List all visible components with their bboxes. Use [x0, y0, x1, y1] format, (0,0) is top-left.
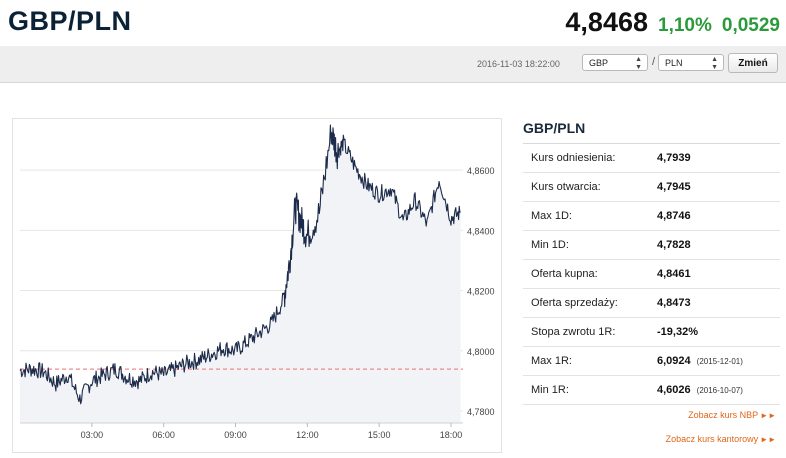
row-value: 4,7939: [657, 152, 691, 164]
page-title: GBP/PLN: [8, 6, 132, 36]
select-arrows-icon: ▲ ▼: [711, 56, 718, 71]
quote-currency-value: PLN: [665, 58, 683, 68]
change-percent: 1,10%: [658, 15, 712, 36]
table-row: Min 1D: 4,7828: [523, 231, 780, 260]
row-value: -19,32%: [657, 326, 698, 338]
row-date: (2015-12-01): [696, 356, 743, 366]
row-label: Kurs otwarcia:: [531, 181, 601, 193]
row-value: 6,0924: [657, 355, 691, 367]
toolbar: 2016-11-03 18:22:00 GBP ▲ ▼ / PLN ▲ ▼ Zmie…: [0, 46, 786, 83]
chart-svg: 4,8600 4,8400 4,8200 4,8000 4,7800 03:00 06:00…: [12, 118, 502, 453]
base-currency-select[interactable]: GBP ▲ ▼: [582, 54, 648, 71]
link-kantor-label: Zobacz kurs kantorowy: [665, 434, 759, 444]
series-line: [19, 124, 461, 405]
row-label: Min 1D:: [531, 239, 569, 251]
y-tick-label: 4,7800: [467, 407, 495, 417]
row-value: 4,7828: [657, 239, 691, 251]
link-exchange-office-rate[interactable]: Zobacz kurs kantorowy ►►: [666, 434, 776, 444]
link-nbp-rate[interactable]: Zobacz kurs NBP ►►: [688, 410, 776, 420]
table-row: Stopa zwrotu 1R: -19,32%: [523, 318, 780, 347]
quote-timestamp: 2016-11-03 18:22:00: [477, 59, 560, 69]
link-nbp-label: Zobacz kurs NBP: [688, 410, 759, 420]
change-absolute: 0,0529: [721, 15, 780, 36]
table-row: Min 1R: 4,6026 (2016-10-07): [523, 376, 780, 405]
row-label: Max 1R:: [531, 355, 572, 367]
x-tick-label: 06:00: [152, 430, 175, 440]
y-tick-label: 4,8600: [467, 166, 495, 176]
double-chevron-right-icon: ►►: [760, 435, 776, 444]
table-row: Max 1D: 4,8746: [523, 202, 780, 231]
header: GBP/PLN 4,8468 1,10% 0,0529: [0, 0, 786, 46]
row-label: Oferta sprzedaży:: [531, 297, 618, 309]
x-tick-label: 03:00: [81, 430, 104, 440]
quote-details-table: Kurs odniesienia: 4,7939 Kurs otwarcia: 4,7…: [523, 143, 780, 405]
x-tick-label: 18:00: [440, 430, 463, 440]
row-value: 4,8461: [657, 268, 691, 280]
x-tick-label: 12:00: [296, 430, 319, 440]
table-row: Kurs otwarcia: 4,7945: [523, 173, 780, 202]
y-tick-label: 4,8000: [467, 347, 495, 357]
row-label: Max 1D:: [531, 210, 572, 222]
base-currency-value: GBP: [589, 58, 609, 68]
row-label: Oferta kupna:: [531, 268, 598, 280]
y-tick-label: 4,8400: [467, 226, 495, 236]
change-button[interactable]: Zmień: [728, 53, 778, 73]
double-chevron-right-icon: ►►: [760, 411, 776, 420]
select-arrows-icon: ▲ ▼: [635, 56, 642, 71]
row-label: Kurs odniesienia:: [531, 152, 616, 164]
currency-separator: /: [652, 56, 656, 68]
side-panel-title: GBP/PLN: [523, 120, 586, 136]
table-row: Oferta sprzedaży: 4,8473: [523, 289, 780, 318]
x-tick-label: 09:00: [224, 430, 247, 440]
row-label: Min 1R:: [531, 384, 569, 396]
quote-summary: 4,8468 1,10% 0,0529: [565, 7, 780, 38]
table-row: Oferta kupna: 4,8461: [523, 260, 780, 289]
row-value: 4,8746: [657, 210, 691, 222]
table-row: Max 1R: 6,0924 (2015-12-01): [523, 347, 780, 376]
row-value: 4,7945: [657, 181, 691, 193]
row-date: (2016-10-07): [696, 385, 743, 395]
x-tick-label: 15:00: [368, 430, 391, 440]
series-area: [20, 125, 461, 423]
table-row: Kurs odniesienia: 4,7939: [523, 144, 780, 173]
quote-currency-select[interactable]: PLN ▲ ▼: [658, 54, 724, 71]
y-tick-label: 4,8200: [467, 287, 495, 297]
row-value: 4,8473: [657, 297, 691, 309]
last-price: 4,8468: [565, 7, 648, 37]
row-value: 4,6026: [657, 384, 691, 396]
row-label: Stopa zwrotu 1R:: [531, 326, 616, 338]
intraday-chart: 4,8600 4,8400 4,8200 4,8000 4,7800 03:00 06:00…: [12, 118, 502, 453]
